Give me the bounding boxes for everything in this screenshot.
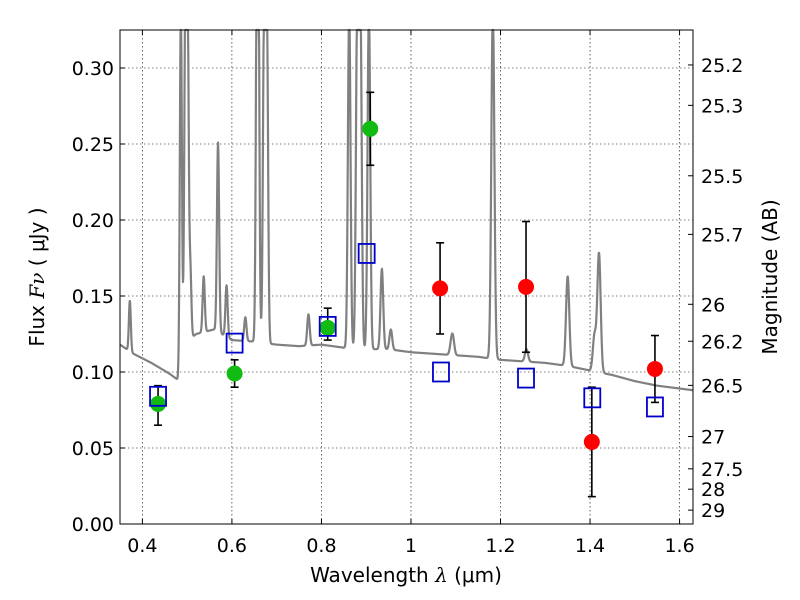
- y-tick-label: 0.00: [72, 514, 114, 536]
- plot-frame: [119, 29, 694, 525]
- axis-ticks: 0.4 0.6 0.8 1 1.2 1.4 1.6 0.00 0.05 0.10 0.15 0.20 0…: [72, 30, 743, 557]
- mag-tick-label: 25.2: [701, 55, 743, 77]
- x-tick-label: 0.8: [306, 535, 336, 557]
- mag-tick-label: 26.5: [701, 375, 743, 397]
- data-markers: [149, 120, 664, 450]
- mag-tick-label: 26.2: [701, 331, 743, 353]
- data-point-square: [583, 387, 602, 409]
- mag-tick-label: 28: [701, 479, 725, 501]
- y-tick-label: 0.05: [72, 438, 114, 460]
- data-point-circle: [226, 365, 243, 382]
- y-axis-label-symbol: Fν: [25, 273, 49, 300]
- x-axis-label-suffix: (μm): [448, 563, 502, 587]
- data-point-circle: [432, 280, 449, 297]
- y-tick-label: 0.25: [72, 134, 114, 156]
- x-axis-label-symbol: λ: [434, 563, 448, 587]
- y2-axis-label: Magnitude (AB): [758, 199, 782, 354]
- data-point-square: [225, 332, 244, 354]
- plot-background: [120, 30, 693, 524]
- data-point-square: [357, 243, 376, 264]
- y-axis-label-prefix: Flux: [25, 299, 49, 347]
- y-axis-label: Flux Fν ( μJy ): [25, 207, 49, 346]
- y-tick-label: 0.15: [72, 286, 114, 308]
- x-tick-label: 1: [405, 535, 417, 557]
- spectrum-line: [119, 28, 694, 392]
- data-point-circle: [518, 278, 535, 295]
- x-tick-label: 1.4: [575, 535, 605, 557]
- mag-tick-label: 25.7: [701, 224, 743, 246]
- x-tick-label: 0.4: [127, 535, 157, 557]
- x-axis-label: Wavelength λ (μm): [310, 563, 502, 587]
- data-point-square: [149, 385, 167, 407]
- data-point-circle: [646, 360, 663, 377]
- mag-tick-label: 27.5: [701, 459, 743, 481]
- data-point-square: [646, 396, 664, 418]
- model-spectrum: [119, 28, 694, 392]
- data-point-circle: [319, 319, 336, 336]
- x-tick-label: 1.2: [485, 535, 515, 557]
- data-point-square: [432, 361, 450, 383]
- mag-tick-label: 26: [701, 294, 725, 316]
- data-point-square: [318, 315, 337, 337]
- data-point-circle: [362, 120, 379, 137]
- y-axis-label-suffix: ( μJy ): [25, 207, 49, 272]
- mag-tick-label: 25.5: [701, 166, 743, 188]
- mag-tick-label: 29: [701, 500, 725, 522]
- data-point-circle: [583, 433, 600, 450]
- mag-tick-label: 27: [701, 427, 725, 449]
- y-tick-label: 0.10: [72, 362, 114, 384]
- y-tick-label: 0.30: [72, 58, 114, 80]
- data-point-circle: [150, 395, 167, 412]
- mag-tick-label: 25.3: [701, 95, 743, 117]
- data-point-square: [517, 367, 535, 389]
- y-tick-label: 0.20: [72, 210, 114, 232]
- x-tick-label: 0.6: [217, 535, 247, 557]
- x-axis-label-prefix: Wavelength: [310, 563, 435, 587]
- x-tick-label: 1.6: [664, 535, 694, 557]
